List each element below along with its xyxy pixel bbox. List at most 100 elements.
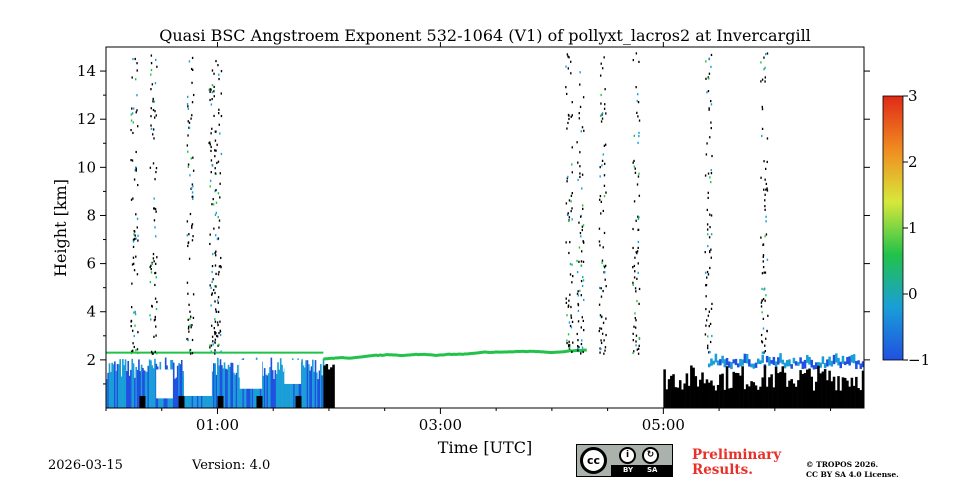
cloud-top-cell <box>519 349 523 353</box>
plume-point <box>210 103 213 106</box>
copyright-line1: © TROPOS 2026. <box>806 460 879 469</box>
plume-point <box>570 316 573 319</box>
plume-point <box>130 128 132 132</box>
plume-point <box>568 343 570 346</box>
cloud-top-cell <box>526 350 529 354</box>
plume-point <box>604 88 606 91</box>
cloud-top-cell <box>521 349 525 353</box>
plume-point <box>189 310 191 313</box>
plume-point <box>130 324 132 328</box>
plume-point <box>577 304 580 307</box>
plume-point <box>217 64 219 67</box>
plume-point <box>567 344 570 348</box>
plume-point <box>636 348 639 351</box>
plume-point <box>638 336 640 340</box>
low-aerosol-layer <box>707 353 864 370</box>
plume-point <box>191 224 193 227</box>
plume-point <box>133 345 135 349</box>
boundary-layer-cell <box>174 378 176 408</box>
plume-point <box>704 333 707 336</box>
blocked-cell <box>788 380 791 408</box>
boundary-layer-cell <box>282 371 285 408</box>
cloud-top-cell <box>448 352 451 356</box>
plume-point <box>762 255 765 258</box>
plume-point <box>135 255 137 258</box>
plume-point <box>215 310 217 313</box>
plume-point <box>130 350 133 353</box>
low-layer-cell <box>772 356 776 366</box>
plume-point <box>705 295 707 298</box>
blocked-cell <box>699 379 702 408</box>
plume-point <box>636 250 639 253</box>
cloud-top-cell <box>434 353 438 357</box>
plume-point <box>602 289 604 293</box>
boundary-layer-cell <box>222 368 225 408</box>
cloud-top-cell <box>396 353 400 357</box>
plume-point <box>582 329 585 332</box>
boundary-layer-cell <box>307 364 310 408</box>
low-layer-cell <box>801 361 805 370</box>
plume-point <box>760 301 763 304</box>
plume-point <box>707 196 709 200</box>
plume-point <box>130 198 133 201</box>
blocked-cell <box>748 386 751 408</box>
cloud-top-cell <box>495 350 498 354</box>
plume-point <box>135 111 137 114</box>
plume-point <box>152 97 154 101</box>
cloud-top-cell <box>559 350 563 354</box>
boundary-layer-cell <box>249 377 251 408</box>
cloud-top-cell <box>481 350 485 354</box>
blocked-cell <box>852 385 856 408</box>
boundary-layer-gap <box>239 359 263 389</box>
plume-point <box>191 226 193 229</box>
plume-point <box>765 294 767 297</box>
plume-point <box>603 195 606 198</box>
plume-point <box>133 311 135 314</box>
plume-point <box>210 293 213 296</box>
plume-point <box>217 273 220 276</box>
plume-point <box>187 134 189 137</box>
low-layer-cell <box>712 360 715 365</box>
boundary-layer-cell <box>114 361 116 408</box>
cloud-top-cell <box>575 349 578 353</box>
plume-point <box>578 112 580 115</box>
boundary-layer-cell <box>311 359 314 408</box>
blocked-region <box>663 365 864 408</box>
plume-point <box>132 197 134 200</box>
plume-point <box>187 318 189 321</box>
plume-point <box>633 165 636 168</box>
blocked-cell <box>859 390 863 408</box>
blocked-cell <box>797 380 800 408</box>
plume-point <box>635 340 637 343</box>
plume-point <box>212 203 215 206</box>
blocked-cell <box>730 387 733 408</box>
blocked-cell <box>861 370 864 408</box>
plume-point <box>152 128 155 131</box>
plume-point <box>599 114 602 117</box>
plume-point <box>765 188 767 191</box>
boundary-layer-cell <box>225 368 227 408</box>
plume-point <box>570 115 572 118</box>
plume-point <box>632 161 634 164</box>
plume-point <box>209 284 211 287</box>
low-layer-cell <box>785 360 789 367</box>
low-layer-cell <box>748 359 751 367</box>
low-layer-cell <box>730 362 733 370</box>
plume-point <box>633 159 635 163</box>
plume-point <box>764 76 766 79</box>
blocked-cell <box>678 380 682 408</box>
plume-point <box>579 289 581 292</box>
plume-point <box>156 352 158 355</box>
plume-point <box>599 347 601 350</box>
plume-point <box>568 216 571 219</box>
boundary-layer-cell <box>298 374 301 408</box>
plume-point <box>604 264 607 267</box>
blocked-cell <box>696 386 700 408</box>
plume-point <box>153 219 156 222</box>
plume-point <box>766 189 769 192</box>
plume-point <box>581 346 584 349</box>
blocked-cell <box>781 366 785 408</box>
plume-point <box>154 318 156 321</box>
low-layer-cell <box>745 353 749 364</box>
